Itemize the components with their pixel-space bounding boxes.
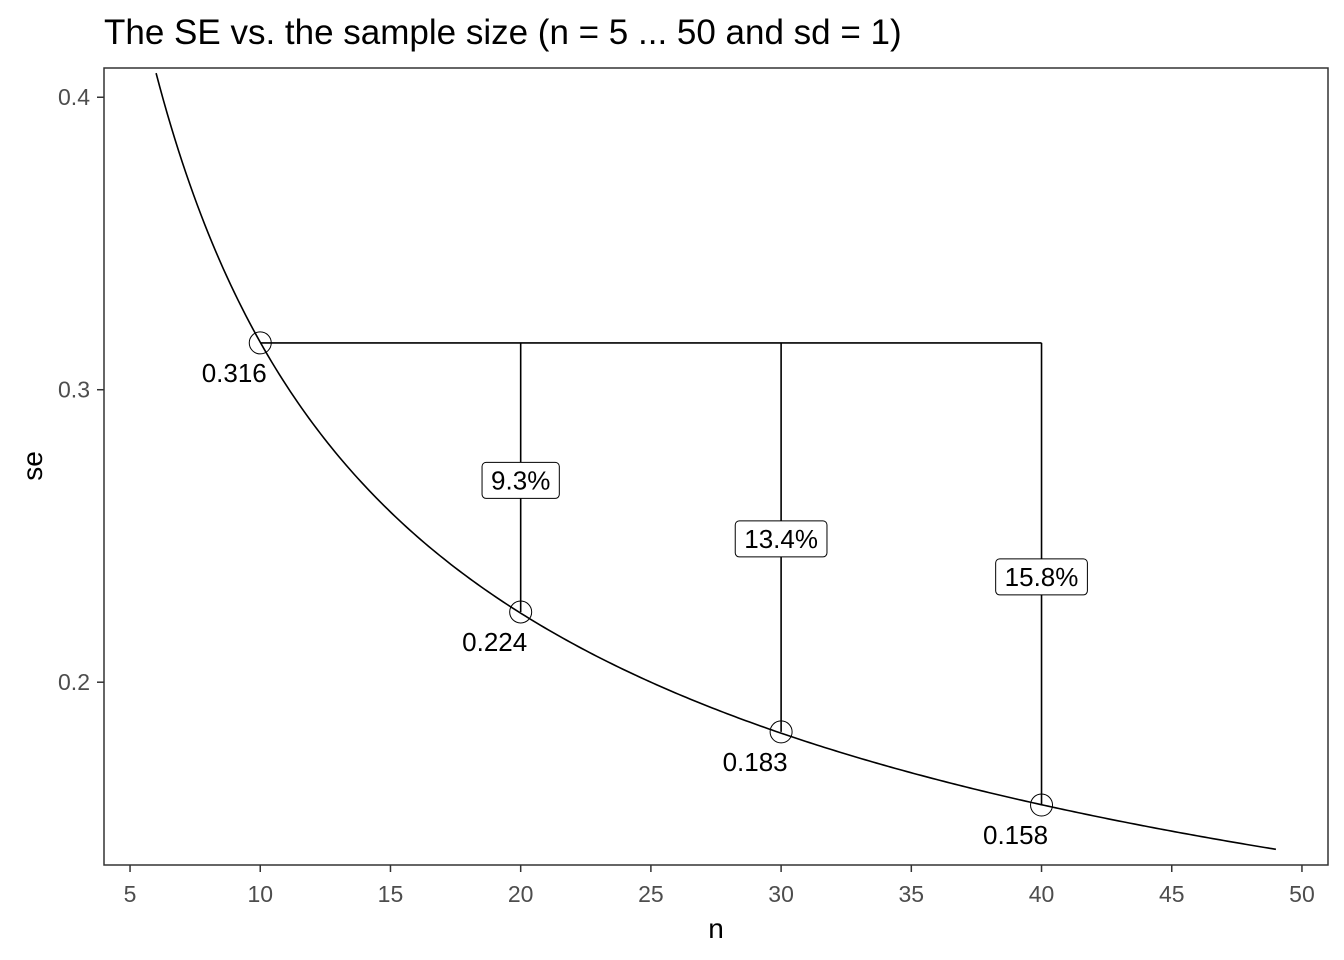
percent-label-group: 9.3% — [481, 461, 560, 499]
percent-label-box — [481, 461, 560, 499]
y-axis-title: se — [17, 451, 48, 481]
point-value-label: 0.316 — [202, 358, 267, 388]
percent-label: 13.4% — [744, 524, 818, 554]
x-tick-label: 5 — [124, 881, 137, 907]
percent-label-box — [734, 520, 828, 558]
point-value-label: 0.224 — [462, 627, 527, 657]
percent-label-group: 13.4% — [734, 520, 828, 558]
y-tick-label: 0.2 — [58, 669, 90, 695]
data-point — [248, 331, 272, 355]
x-tick-label: 30 — [768, 881, 794, 907]
x-tick-label: 15 — [378, 881, 404, 907]
x-tick-label: 40 — [1029, 881, 1055, 907]
percent-label-group: 15.8% — [995, 558, 1088, 596]
y-tick-label: 0.4 — [58, 84, 90, 110]
x-tick-label: 35 — [899, 881, 925, 907]
x-axis-title: n — [708, 913, 724, 944]
percent-label-box — [995, 558, 1088, 596]
plot-layer: 0.316 0.224 0.183 0.158 9.3% 13.4% 15.8% — [155, 72, 1277, 851]
y-tick-label: 0.3 — [58, 377, 90, 403]
x-tick-label: 45 — [1159, 881, 1185, 907]
data-point — [509, 600, 533, 624]
percent-label: 9.3% — [491, 465, 550, 495]
x-tick-label: 25 — [638, 881, 664, 907]
x-tick-label: 50 — [1289, 881, 1315, 907]
y-axis: 0.2 0.3 0.4 — [58, 84, 104, 695]
point-value-label: 0.158 — [983, 820, 1048, 850]
x-axis: 5 10 15 20 25 30 35 40 45 50 — [124, 865, 1315, 907]
percent-label: 15.8% — [1005, 562, 1079, 592]
se-curve-line — [155, 72, 1277, 851]
chart-title: The SE vs. the sample size (n = 5 ... 50… — [104, 13, 902, 52]
plot-panel — [103, 67, 1329, 866]
x-tick-label: 10 — [247, 881, 273, 907]
data-point — [1030, 793, 1054, 817]
x-tick-label: 20 — [508, 881, 534, 907]
point-value-label: 0.183 — [723, 747, 788, 777]
data-point — [769, 720, 793, 744]
